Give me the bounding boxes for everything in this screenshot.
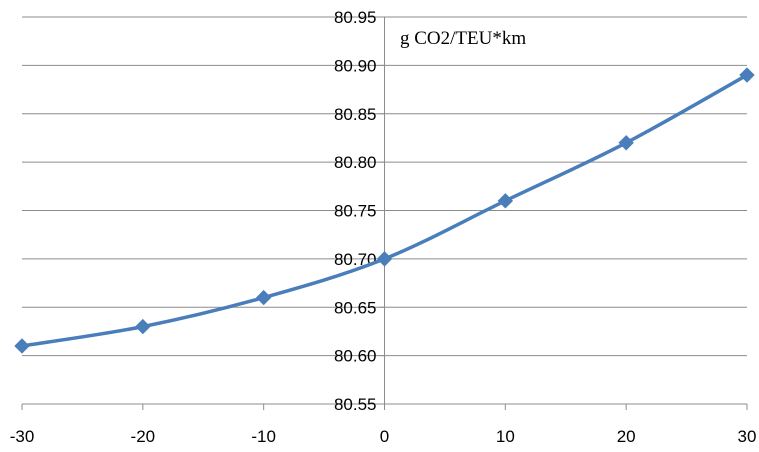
y-tick-labels: 80.55 80.60 80.65 80.70 80.75 80.80 80.85 80.90… — [334, 8, 377, 414]
y-tick-label: 80.85 — [334, 105, 377, 124]
y-tick-label: 80.60 — [334, 347, 377, 366]
x-tick-label: 0 — [380, 427, 389, 446]
x-tick-label: 20 — [617, 427, 636, 446]
axes — [21, 16, 748, 410]
data-point-marker — [618, 135, 634, 151]
data-point-marker — [376, 251, 393, 267]
y-tick-label: 80.70 — [334, 250, 377, 269]
data-point-marker — [255, 289, 272, 306]
data-point-marker — [135, 318, 151, 335]
x-tick-label: -10 — [251, 427, 276, 446]
x-tick-label: 30 — [738, 427, 757, 446]
data-point-marker — [739, 67, 755, 83]
y-tick-label: 80.65 — [334, 298, 377, 317]
unit-annotation: g CO2/TEU*km — [400, 28, 526, 49]
x-tick-label: -30 — [10, 427, 35, 446]
y-tick-label: 80.75 — [334, 202, 377, 221]
y-tick-label: 80.90 — [334, 56, 377, 75]
series-group — [14, 67, 755, 354]
x-tick-labels: -30 -20 -10 0 10 20 30 — [10, 427, 757, 446]
y-tick-label: 80.95 — [334, 8, 377, 27]
y-tick-label: 80.55 — [334, 395, 377, 414]
data-point-marker — [14, 338, 30, 354]
x-tick-label: 10 — [496, 427, 515, 446]
y-tick-label: 80.80 — [334, 153, 377, 172]
data-point-marker — [497, 193, 514, 209]
x-tick-label: -20 — [131, 427, 156, 446]
